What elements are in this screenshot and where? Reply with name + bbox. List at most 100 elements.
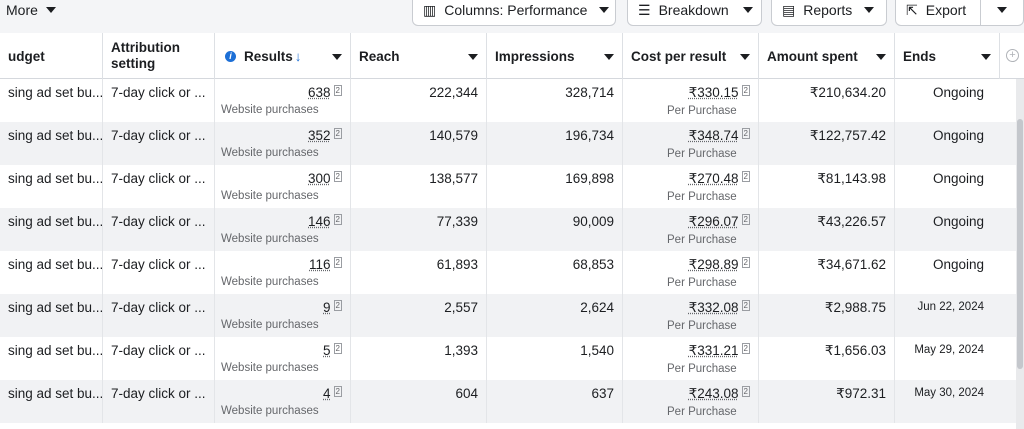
reach-value: 140,579 <box>429 128 478 143</box>
results-cell[interactable]: 300 2 Website purchases <box>215 165 351 208</box>
cost-value[interactable]: ₹296.07 <box>688 214 739 229</box>
ends-cell: Ongoing <box>895 79 1016 122</box>
results-cell[interactable]: 116 2 Website purchases <box>215 251 351 294</box>
column-header-ends[interactable]: Ends <box>895 33 1000 79</box>
results-cell[interactable]: 638 2 Website purchases <box>215 79 351 122</box>
column-header-impressions[interactable]: Impressions <box>487 33 623 79</box>
results-cell[interactable]: 9 2 Website purchases <box>215 294 351 337</box>
export-icon: ⇱ <box>906 1 918 18</box>
more-label: More <box>6 2 38 18</box>
column-header-amount-spent[interactable]: Amount spent <box>759 33 895 79</box>
results-subtext: Website purchases <box>221 405 319 417</box>
attribution-cell: 7-day click or ... <box>103 208 215 251</box>
chevron-down-icon[interactable] <box>332 54 342 60</box>
chevron-down-icon <box>742 7 753 13</box>
attribution-cell: 7-day click or ... <box>103 251 215 294</box>
info-icon[interactable]: i <box>225 50 236 62</box>
table-row[interactable]: sing ad set bu... 7-day click or ... 116 2 W… <box>0 251 1024 294</box>
chevron-down-icon[interactable] <box>740 54 750 60</box>
export-menu-button[interactable] <box>980 0 1024 26</box>
results-value[interactable]: 5 <box>323 343 331 358</box>
budget-cell: sing ad set bu... <box>0 337 103 380</box>
note-badge: 2 <box>741 386 750 397</box>
results-value[interactable]: 638 <box>308 85 331 100</box>
cost-cell[interactable]: ₹270.48 2 Per Purchase <box>623 165 759 208</box>
sort-descending-icon[interactable]: ↓ <box>294 48 302 64</box>
results-value[interactable]: 146 <box>308 214 331 229</box>
budget-text: sing ad set bu... <box>8 171 103 186</box>
ends-value: Ongoing <box>932 128 984 143</box>
note-badge: 2 <box>741 343 750 354</box>
chevron-down-icon[interactable] <box>604 54 614 60</box>
reach-value: 77,339 <box>436 214 478 229</box>
cost-value[interactable]: ₹332.08 <box>688 300 739 315</box>
chevron-down-icon[interactable] <box>876 54 886 60</box>
cost-value[interactable]: ₹270.48 <box>688 171 739 186</box>
cost-subtext: Per Purchase <box>667 105 737 117</box>
cost-cell[interactable]: ₹330.15 2 Per Purchase <box>623 79 759 122</box>
table-row[interactable]: sing ad set bu... 7-day click or ... 9 2 Web… <box>0 294 1024 337</box>
ends-value: Ongoing <box>932 171 984 186</box>
cost-cell[interactable]: ₹296.07 2 Per Purchase <box>623 208 759 251</box>
chevron-down-icon[interactable] <box>981 54 991 60</box>
reports-button[interactable]: ▤ Reports <box>771 0 887 26</box>
cost-value[interactable]: ₹298.89 <box>688 257 739 272</box>
cost-value[interactable]: ₹348.74 <box>688 128 739 143</box>
cost-value[interactable]: ₹331.21 <box>688 343 739 358</box>
impressions-cell: 1,540 <box>487 337 623 380</box>
cost-cell[interactable]: ₹348.74 2 Per Purchase <box>623 122 759 165</box>
cost-value[interactable]: ₹330.15 <box>688 85 739 100</box>
column-header-budget[interactable]: udget <box>0 33 103 79</box>
chevron-down-icon[interactable] <box>468 54 478 60</box>
more-button[interactable]: More <box>6 2 56 18</box>
table-row[interactable]: sing ad set bu... 7-day click or ... 638 2 W… <box>0 79 1024 122</box>
table-row[interactable]: sing ad set bu... 7-day click or ... 146 2 W… <box>0 208 1024 251</box>
results-value[interactable]: 9 <box>323 300 331 315</box>
table-row[interactable]: sing ad set bu... 7-day click or ... 300 2 W… <box>0 165 1024 208</box>
budget-cell: sing ad set bu... <box>0 294 103 337</box>
results-cell[interactable]: 146 2 Website purchases <box>215 208 351 251</box>
results-subtext: Website purchases <box>221 233 319 245</box>
vertical-scrollbar[interactable] <box>1016 79 1024 429</box>
cost-cell[interactable]: ₹243.08 2 Per Purchase <box>623 380 759 423</box>
chevron-down-icon <box>997 7 1007 13</box>
results-value[interactable]: 4 <box>323 386 331 401</box>
table-row[interactable]: sing ad set bu... 7-day click or ... 5 2 Web… <box>0 337 1024 380</box>
columns-button[interactable]: ▥ Columns: Performance <box>412 0 616 26</box>
impressions-cell: 637 <box>487 380 623 423</box>
cost-cell[interactable]: ₹332.08 2 Per Purchase <box>623 294 759 337</box>
attribution-text: 7-day click or ... <box>111 343 206 358</box>
cost-value[interactable]: ₹243.08 <box>688 386 739 401</box>
cost-subtext: Per Purchase <box>667 277 737 289</box>
column-header-label: Attribution setting <box>111 40 180 71</box>
note-badge: 2 <box>741 85 750 96</box>
results-value[interactable]: 300 <box>308 171 331 186</box>
table-row[interactable]: sing ad set bu... 7-day click or ... 4 2 Web… <box>0 380 1024 423</box>
cost-subtext: Per Purchase <box>667 406 737 418</box>
results-cell[interactable]: 5 2 Website purchases <box>215 337 351 380</box>
column-header-reach[interactable]: Reach <box>351 33 487 79</box>
cost-cell[interactable]: ₹298.89 2 Per Purchase <box>623 251 759 294</box>
reach-cell: 140,579 <box>351 122 487 165</box>
column-header-attribution[interactable]: Attribution setting <box>103 33 215 79</box>
note-badge: 2 <box>333 386 342 397</box>
add-column-icon[interactable]: + <box>1006 49 1019 62</box>
export-button[interactable]: ⇱ Export <box>895 0 981 26</box>
scrollbar-thumb[interactable] <box>1017 119 1023 369</box>
results-cell[interactable]: 352 2 Website purchases <box>215 122 351 165</box>
note-badge: 2 <box>333 171 342 182</box>
column-header-results[interactable]: i Results ↓ <box>215 33 351 79</box>
results-value[interactable]: 352 <box>308 128 331 143</box>
ends-cell: Ongoing <box>895 122 1016 165</box>
results-cell[interactable]: 4 2 Website purchases <box>215 380 351 423</box>
note-badge: 2 <box>741 128 750 139</box>
budget-text: sing ad set bu... <box>8 257 103 272</box>
results-value[interactable]: 116 <box>309 257 331 272</box>
attribution-cell: 7-day click or ... <box>103 294 215 337</box>
ends-cell: Ongoing <box>895 165 1016 208</box>
cost-cell[interactable]: ₹331.21 2 Per Purchase <box>623 337 759 380</box>
cost-subtext: Per Purchase <box>667 148 737 160</box>
column-header-cost-per-result[interactable]: Cost per result <box>623 33 759 79</box>
table-row[interactable]: sing ad set bu... 7-day click or ... 352 2 W… <box>0 122 1024 165</box>
breakdown-button[interactable]: ☰ Breakdown <box>627 0 762 26</box>
